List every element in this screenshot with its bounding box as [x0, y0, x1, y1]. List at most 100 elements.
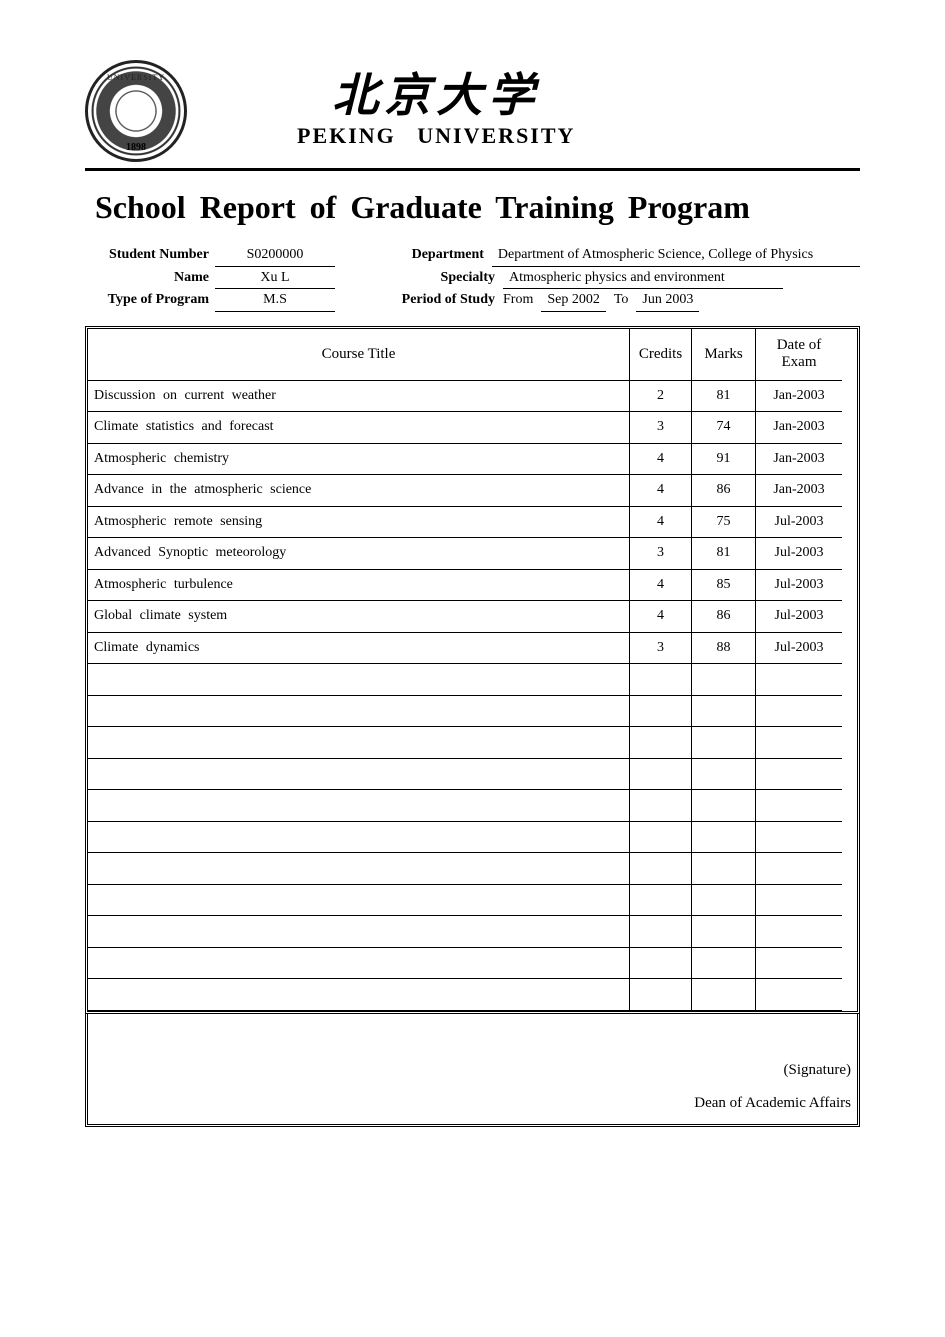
university-name-en: PEKING UNIVERSITY — [297, 123, 575, 149]
cell-date: Jul-2003 — [756, 538, 842, 570]
cell-date: Jan-2003 — [756, 444, 842, 476]
cell-course-title — [88, 979, 630, 1011]
cell-credits — [630, 885, 692, 917]
cell-course-title — [88, 916, 630, 948]
cell-date: Jul-2003 — [756, 633, 842, 665]
col-header-course-title: Course Title — [88, 329, 630, 381]
table-row — [88, 759, 857, 791]
cell-credits: 2 — [630, 381, 692, 413]
cell-credits — [630, 853, 692, 885]
cell-marks: 81 — [692, 381, 756, 413]
header-rule — [85, 168, 860, 171]
grades-body: Discussion on current weather281Jan-2003… — [88, 381, 857, 1011]
cell-marks — [692, 885, 756, 917]
signature-label: (Signature) — [94, 1054, 851, 1087]
cell-marks: 91 — [692, 444, 756, 476]
cell-course-title: Discussion on current weather — [88, 381, 630, 413]
cell-marks — [692, 727, 756, 759]
cell-date: Jul-2003 — [756, 570, 842, 602]
cell-marks — [692, 979, 756, 1011]
cell-course-title — [88, 853, 630, 885]
cell-credits: 4 — [630, 507, 692, 539]
cell-course-title: Climate statistics and forecast — [88, 412, 630, 444]
cell-marks: 74 — [692, 412, 756, 444]
table-row: Advance in the atmospheric science486Jan… — [88, 475, 857, 507]
period-from: Sep 2002 — [541, 289, 606, 312]
university-name-cn: 北京大学 — [297, 73, 575, 119]
cell-credits — [630, 664, 692, 696]
col-header-date: Date of Exam — [756, 329, 842, 381]
cell-credits — [630, 727, 692, 759]
value-student-number: S0200000 — [215, 244, 335, 267]
cell-date: Jul-2003 — [756, 601, 842, 633]
table-row: Atmospheric remote sensing475Jul-2003 — [88, 507, 857, 539]
period-to: Jun 2003 — [636, 289, 699, 312]
cell-credits: 4 — [630, 475, 692, 507]
table-row — [88, 664, 857, 696]
col-header-credits: Credits — [630, 329, 692, 381]
letterhead: 北京大学 PEKING UNIVERSITY — [85, 60, 860, 162]
student-meta: Student Number S0200000 Department Depar… — [85, 244, 860, 312]
cell-course-title: Atmospheric remote sensing — [88, 507, 630, 539]
cell-date: Jan-2003 — [756, 475, 842, 507]
value-period: From Sep 2002 To Jun 2003 — [503, 289, 699, 312]
cell-marks — [692, 664, 756, 696]
cell-marks: 88 — [692, 633, 756, 665]
value-specialty: Atmospheric physics and environment — [503, 267, 783, 290]
cell-marks — [692, 853, 756, 885]
cell-course-title: Atmospheric turbulence — [88, 570, 630, 602]
cell-course-title: Climate dynamics — [88, 633, 630, 665]
university-name-block: 北京大学 PEKING UNIVERSITY — [297, 73, 575, 149]
table-row: Global climate system486Jul-2003 — [88, 601, 857, 633]
table-row — [88, 853, 857, 885]
table-row — [88, 822, 857, 854]
cell-credits: 3 — [630, 633, 692, 665]
cell-date — [756, 664, 842, 696]
cell-course-title — [88, 727, 630, 759]
cell-marks — [692, 696, 756, 728]
table-row — [88, 790, 857, 822]
cell-credits — [630, 916, 692, 948]
cell-course-title — [88, 664, 630, 696]
table-row: Atmospheric turbulence485Jul-2003 — [88, 570, 857, 602]
signature-block: (Signature) Dean of Academic Affairs — [85, 1014, 860, 1127]
table-row — [88, 696, 857, 728]
cell-course-title: Advanced Synoptic meteorology — [88, 538, 630, 570]
grades-table: Course Title Credits Marks Date of Exam … — [85, 326, 860, 1014]
period-to-label: To — [614, 289, 629, 311]
cell-marks: 81 — [692, 538, 756, 570]
cell-course-title: Global climate system — [88, 601, 630, 633]
grades-header-row: Course Title Credits Marks Date of Exam — [88, 329, 857, 381]
cell-date — [756, 853, 842, 885]
table-row — [88, 979, 857, 1011]
table-row: Advanced Synoptic meteorology381Jul-2003 — [88, 538, 857, 570]
label-department: Department — [377, 244, 492, 267]
cell-credits — [630, 948, 692, 980]
table-row — [88, 948, 857, 980]
cell-marks — [692, 916, 756, 948]
table-row: Climate statistics and forecast374Jan-20… — [88, 412, 857, 444]
cell-course-title — [88, 885, 630, 917]
table-row: Climate dynamics388Jul-2003 — [88, 633, 857, 665]
label-name: Name — [85, 267, 215, 290]
cell-credits — [630, 822, 692, 854]
cell-date — [756, 885, 842, 917]
cell-date — [756, 696, 842, 728]
cell-date — [756, 979, 842, 1011]
cell-date — [756, 727, 842, 759]
table-row — [88, 727, 857, 759]
cell-credits — [630, 790, 692, 822]
cell-date — [756, 790, 842, 822]
cell-marks: 85 — [692, 570, 756, 602]
table-row — [88, 916, 857, 948]
col-header-marks: Marks — [692, 329, 756, 381]
cell-marks: 86 — [692, 475, 756, 507]
cell-marks — [692, 948, 756, 980]
label-program-type: Type of Program — [85, 289, 215, 312]
cell-course-title: Atmospheric chemistry — [88, 444, 630, 476]
page-title: School Report of Graduate Training Progr… — [95, 189, 860, 226]
label-student-number: Student Number — [85, 244, 215, 267]
table-row: Discussion on current weather281Jan-2003 — [88, 381, 857, 413]
cell-marks: 75 — [692, 507, 756, 539]
value-department: Department of Atmospheric Science, Colle… — [492, 244, 860, 267]
